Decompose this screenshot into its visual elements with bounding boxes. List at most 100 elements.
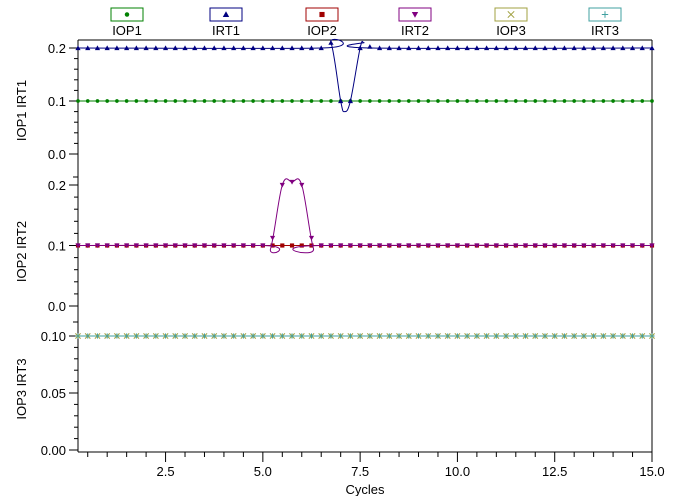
- data-point: [338, 98, 344, 104]
- data-point: [358, 99, 362, 103]
- data-point: [416, 99, 421, 103]
- data-point: [260, 333, 266, 339]
- data-point: [105, 99, 110, 103]
- data-point: [552, 243, 558, 249]
- data-point: [222, 99, 226, 103]
- data-point: [445, 243, 451, 249]
- data-point: [279, 333, 285, 339]
- data-point: [620, 99, 625, 103]
- series-iop1: [76, 99, 654, 103]
- data-point: [299, 45, 305, 51]
- data-point: [318, 45, 324, 51]
- data-point: [124, 99, 129, 103]
- data-point: [629, 243, 636, 249]
- data-point: [484, 99, 489, 103]
- data-point: [289, 45, 295, 51]
- data-point: [650, 99, 654, 103]
- data-point: [75, 333, 81, 339]
- data-point: [133, 243, 139, 249]
- data-point: [133, 333, 139, 339]
- panel-3: 0.00 0.05 0.10 IOP3 IRT3: [14, 321, 655, 458]
- data-point: [250, 45, 256, 51]
- data-point: [144, 99, 148, 103]
- data-point: [425, 243, 431, 249]
- data-point: [620, 333, 626, 339]
- panel-1: 0.0 0.1 0.2 IOP1 IRT1: [14, 38, 655, 162]
- data-point: [561, 333, 568, 339]
- data-point: [211, 45, 217, 51]
- legend-item-iop2: IOP2: [305, 7, 339, 38]
- data-point: [445, 333, 451, 339]
- legend-label: IRT3: [591, 23, 619, 38]
- data-point: [201, 333, 208, 339]
- data-point: [153, 243, 159, 249]
- data-point: [133, 45, 139, 51]
- data-point: [94, 243, 101, 249]
- data-point: [436, 99, 440, 103]
- data-point: [445, 45, 451, 51]
- data-point: [639, 45, 645, 51]
- data-point: [610, 243, 616, 249]
- data-point: [309, 99, 314, 103]
- data-point: [454, 45, 461, 51]
- data-point: [552, 99, 557, 103]
- data-point: [172, 243, 178, 249]
- data-point: [454, 333, 461, 339]
- data-point: [162, 243, 169, 249]
- legend-label: IOP1: [112, 23, 142, 38]
- data-point: [406, 45, 412, 51]
- data-point: [104, 45, 110, 51]
- data-point: [425, 45, 431, 51]
- data-point: [357, 45, 363, 51]
- data-point: [454, 243, 461, 249]
- data-point: [114, 45, 120, 51]
- data-point: [464, 243, 470, 249]
- data-point: [503, 243, 509, 249]
- data-point: [221, 243, 227, 249]
- legend-marker: [319, 11, 325, 18]
- data-point: [221, 45, 227, 51]
- data-point: [445, 99, 450, 103]
- data-point: [240, 45, 246, 51]
- data-point: [493, 243, 499, 249]
- data-point: [299, 182, 305, 188]
- data-point: [328, 40, 334, 45]
- y-tick-label: 0.0: [48, 147, 66, 162]
- data-point: [124, 45, 130, 51]
- data-point: [513, 99, 518, 103]
- data-point: [542, 45, 548, 51]
- data-point: [329, 99, 333, 103]
- data-point: [172, 45, 178, 51]
- y-tick-label: 0.00: [41, 443, 66, 458]
- legend-item-irt3: IRT3: [588, 7, 622, 38]
- data-point: [367, 333, 373, 339]
- x-tick-label: 5.0: [254, 464, 272, 479]
- data-point: [299, 333, 305, 339]
- data-point: [484, 333, 490, 339]
- data-point: [357, 333, 363, 339]
- data-point: [270, 99, 275, 103]
- data-point: [435, 243, 441, 249]
- data-point: [124, 243, 130, 249]
- data-point: [532, 243, 538, 249]
- legend-item-irt2: IRT2: [398, 7, 432, 38]
- data-point: [649, 333, 655, 339]
- data-point: [572, 99, 576, 103]
- data-point: [231, 333, 237, 339]
- data-point: [212, 99, 217, 103]
- data-point: [475, 99, 479, 103]
- chart-panels: 0.0 0.1 0.2 IOP1 IRT1 0.0 0.1 0.2 IOP2 IRT2 0.00…: [14, 38, 655, 458]
- x-tick-label: 12.5: [542, 464, 567, 479]
- y-tick-label: 0.0: [48, 299, 66, 314]
- data-point: [115, 99, 119, 103]
- data-point: [571, 45, 577, 51]
- data-point: [182, 333, 188, 339]
- data-point: [562, 99, 567, 103]
- data-point: [581, 333, 587, 339]
- data-point: [376, 45, 383, 51]
- data-point: [368, 99, 372, 103]
- data-point: [591, 45, 597, 51]
- data-point: [601, 99, 606, 103]
- data-point: [504, 99, 508, 103]
- y-tick-label: 0.2: [48, 178, 66, 193]
